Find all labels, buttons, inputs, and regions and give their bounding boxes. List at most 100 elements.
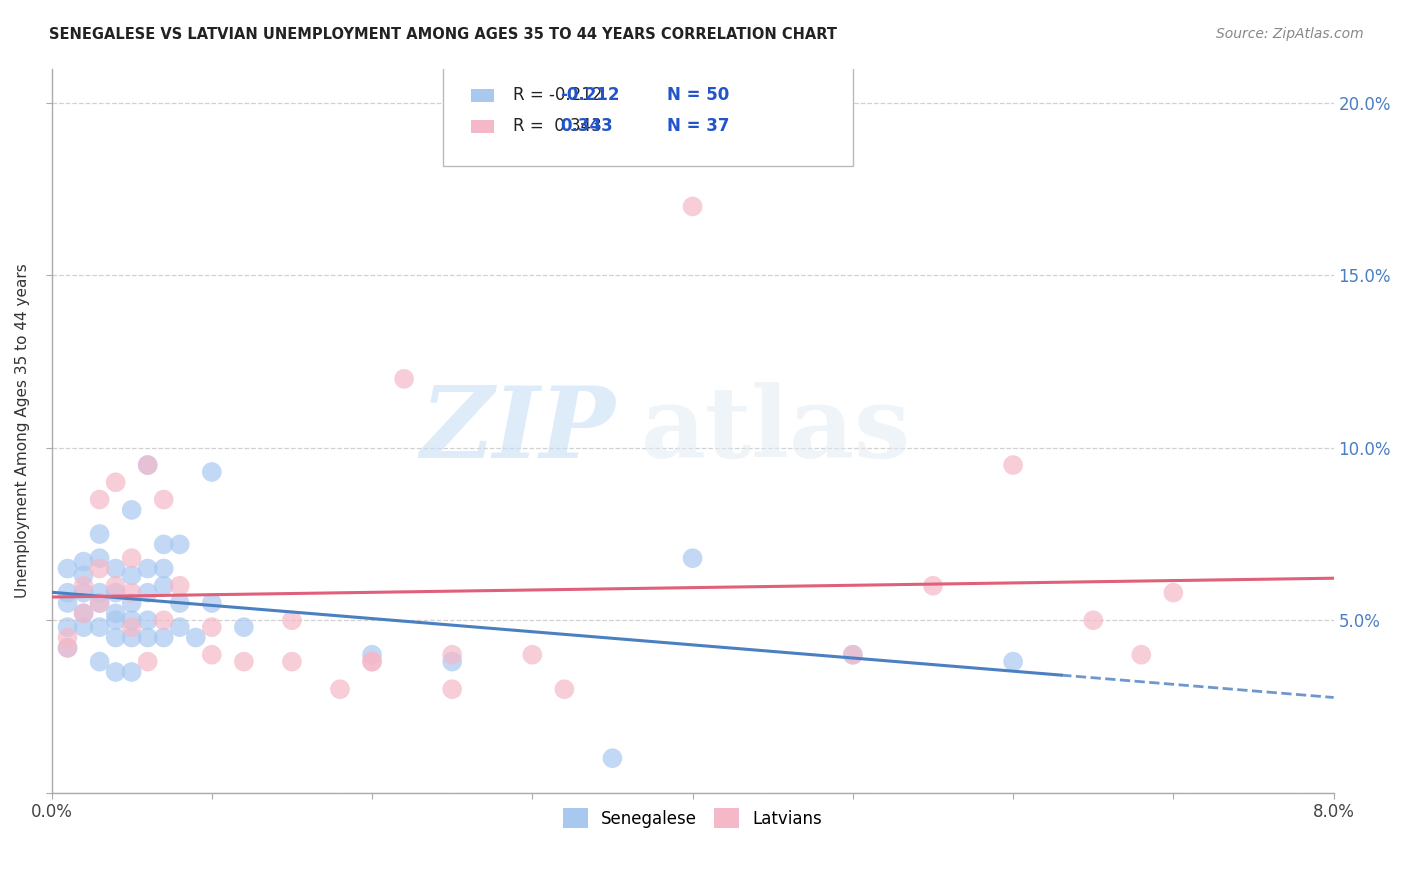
Point (201, 596, 224, 610)
Point (121, 503, 143, 517)
Point (602, 751, 624, 765)
Point (136, 561, 159, 575)
Text: N = 37: N = 37 (666, 118, 730, 136)
Point (682, 199, 704, 213)
Point (89, 561, 111, 575)
Point (72, 607, 94, 621)
Point (104, 665, 127, 679)
Point (522, 648, 544, 662)
Point (281, 655, 304, 669)
Point (104, 613, 127, 627)
Point (169, 596, 191, 610)
Point (169, 620, 191, 634)
Point (72, 555, 94, 569)
Point (842, 648, 865, 662)
Point (89, 596, 111, 610)
Point (136, 585, 159, 599)
Point (361, 655, 384, 669)
Point (121, 631, 143, 645)
Point (121, 596, 143, 610)
Point (104, 579, 127, 593)
Text: R =  0.343: R = 0.343 (513, 118, 602, 136)
Point (842, 648, 865, 662)
Text: N = 50: N = 50 (666, 87, 730, 104)
Point (201, 648, 224, 662)
Point (56, 596, 79, 610)
Point (136, 655, 159, 669)
Point (104, 607, 127, 621)
Point (169, 579, 191, 593)
Point (89, 551, 111, 566)
Point (441, 648, 464, 662)
Point (56, 620, 79, 634)
Point (152, 537, 174, 551)
FancyBboxPatch shape (471, 120, 494, 133)
Point (72, 579, 94, 593)
Point (121, 551, 143, 566)
Point (682, 551, 704, 566)
Point (152, 579, 174, 593)
Text: R = -0.212: R = -0.212 (513, 87, 603, 104)
Point (121, 665, 143, 679)
Point (104, 585, 127, 599)
Point (152, 631, 174, 645)
Point (361, 648, 384, 662)
Point (152, 561, 174, 575)
Point (89, 527, 111, 541)
Point (1163, 585, 1185, 599)
Text: Source: ZipAtlas.com: Source: ZipAtlas.com (1216, 27, 1364, 41)
Point (72, 585, 94, 599)
Point (329, 682, 352, 697)
Point (201, 465, 224, 479)
Point (136, 458, 159, 472)
Point (72, 568, 94, 582)
Point (441, 655, 464, 669)
Point (56, 640, 79, 655)
Point (56, 585, 79, 599)
FancyBboxPatch shape (443, 65, 853, 166)
Point (1083, 613, 1105, 627)
Point (121, 613, 143, 627)
Point (72, 607, 94, 621)
Point (201, 620, 224, 634)
Point (152, 492, 174, 507)
Text: -0.212: -0.212 (561, 87, 620, 104)
Legend: Senegalese, Latvians: Senegalese, Latvians (557, 801, 828, 835)
Point (89, 585, 111, 599)
Point (281, 613, 304, 627)
Point (1002, 458, 1025, 472)
Point (361, 655, 384, 669)
Point (136, 631, 159, 645)
Point (89, 655, 111, 669)
Point (56, 631, 79, 645)
Point (104, 561, 127, 575)
Point (136, 458, 159, 472)
Text: atlas: atlas (641, 382, 911, 479)
Point (56, 640, 79, 655)
Text: SENEGALESE VS LATVIAN UNEMPLOYMENT AMONG AGES 35 TO 44 YEARS CORRELATION CHART: SENEGALESE VS LATVIAN UNEMPLOYMENT AMONG… (49, 27, 837, 42)
Point (72, 620, 94, 634)
Point (121, 568, 143, 582)
Point (121, 620, 143, 634)
Point (121, 585, 143, 599)
Point (1130, 648, 1153, 662)
Point (56, 561, 79, 575)
Point (104, 475, 127, 490)
Point (553, 682, 575, 697)
Point (104, 631, 127, 645)
Point (89, 620, 111, 634)
Point (184, 631, 207, 645)
Point (922, 579, 945, 593)
Point (169, 537, 191, 551)
Point (392, 372, 415, 386)
Y-axis label: Unemployment Among Ages 35 to 44 years: Unemployment Among Ages 35 to 44 years (15, 263, 30, 598)
Text: 0.343: 0.343 (561, 118, 613, 136)
Point (441, 682, 464, 697)
Point (89, 596, 111, 610)
Point (136, 613, 159, 627)
Point (232, 655, 254, 669)
Point (1002, 655, 1025, 669)
Point (152, 613, 174, 627)
FancyBboxPatch shape (471, 89, 494, 102)
Point (232, 620, 254, 634)
